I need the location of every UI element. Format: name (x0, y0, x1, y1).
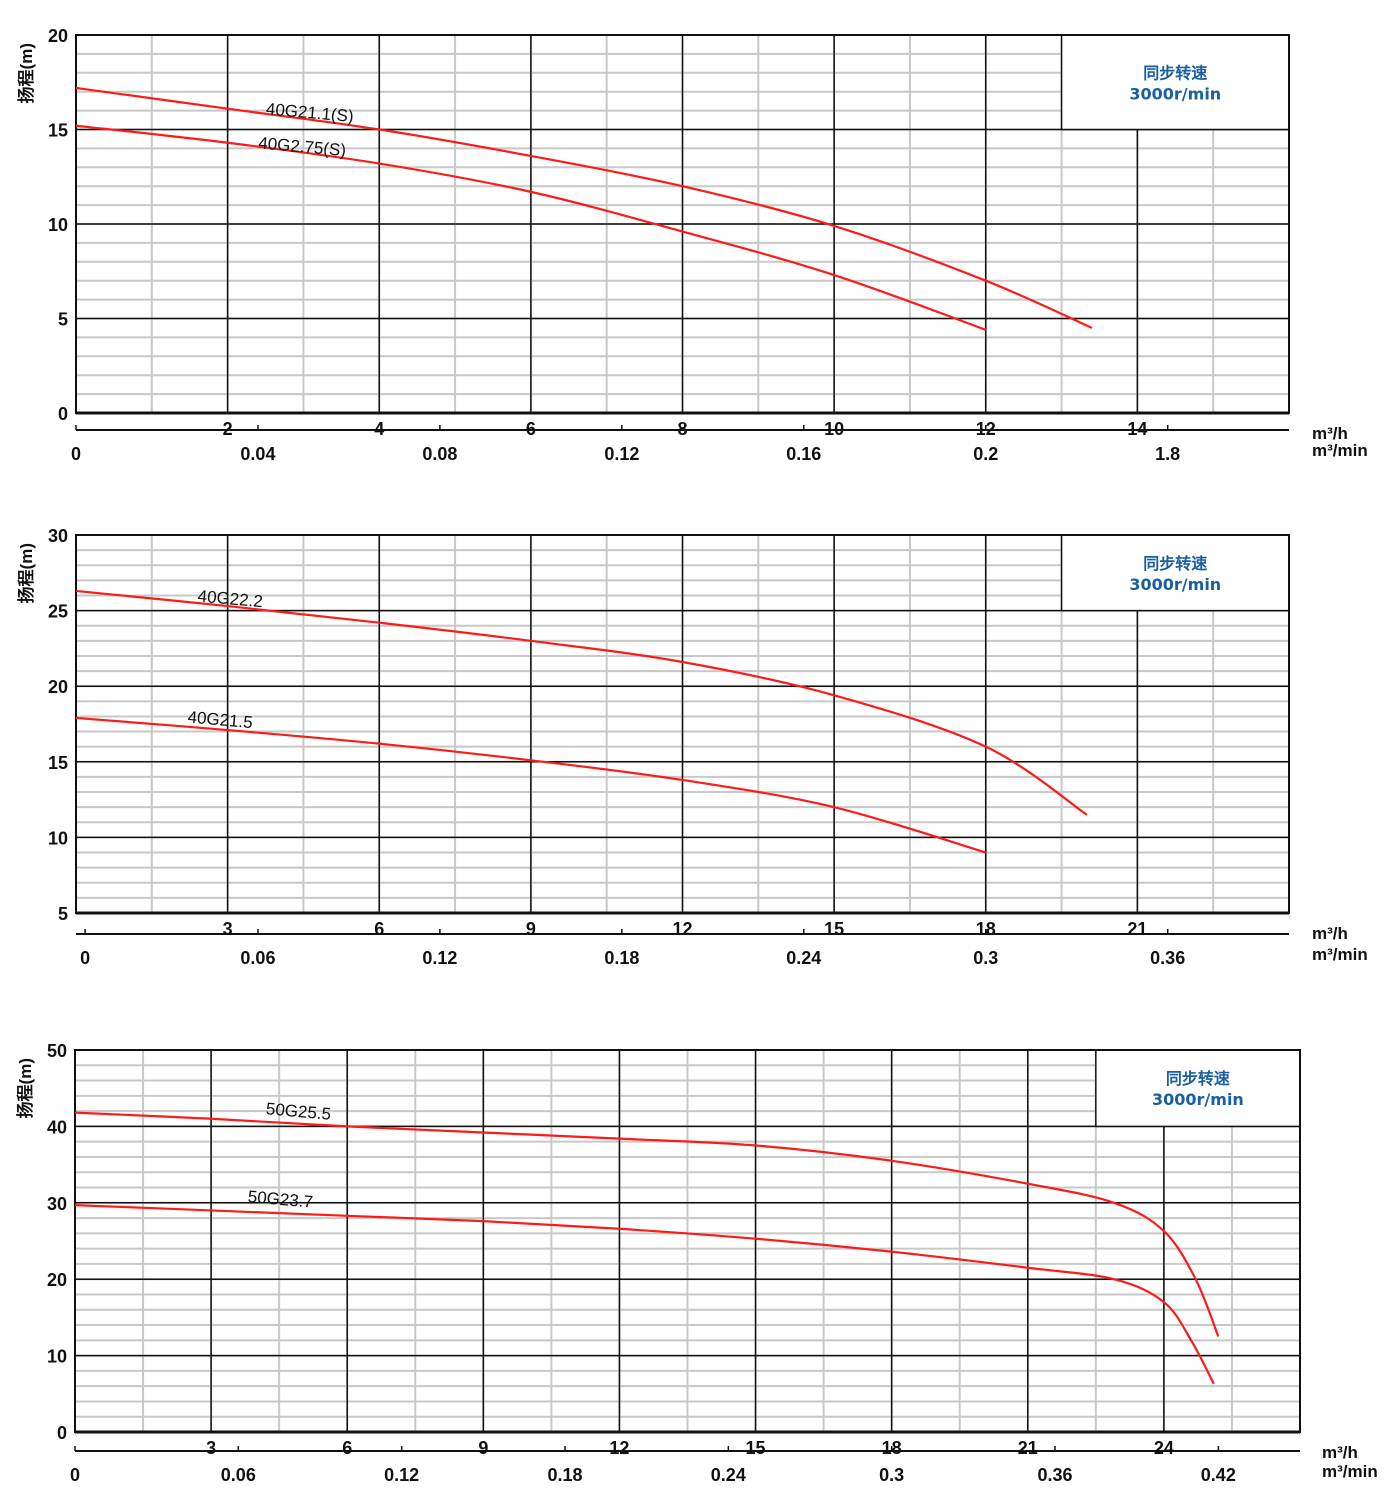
curve-label: 40G22.2 (197, 587, 264, 612)
curve-40g2.75s (75, 124, 987, 331)
speed-legend-box (1095, 1049, 1301, 1128)
y-tick-label: 5 (58, 904, 68, 924)
x-tick-label: 9 (526, 919, 536, 939)
y-axis-label: 扬程(m) (16, 43, 36, 103)
y-tick-label: 40 (47, 1117, 67, 1137)
y-tick-label: 15 (48, 121, 68, 141)
curve-50g25.5 (74, 1111, 1220, 1337)
curve-40g22.2 (75, 589, 1088, 816)
x-tick-label: 24 (1154, 1438, 1174, 1458)
curve-50g23.7 (74, 1203, 1215, 1385)
chart-1: 同步转速3000r/min05101520扬程(m)2468101214m³/h… (16, 26, 1368, 464)
secondary-x-unit-label: m³/min (1312, 441, 1368, 460)
x-tick-label: 21 (1018, 1438, 1038, 1458)
y-tick-label: 20 (48, 677, 68, 697)
secondary-x-tick-label: 0.24 (711, 1465, 746, 1485)
secondary-x-tick-label: 0.18 (547, 1465, 582, 1485)
y-tick-label: 5 (58, 310, 68, 330)
curve-label: 50G23.7 (247, 1187, 314, 1212)
secondary-x-tick-label: 0.36 (1150, 948, 1185, 968)
x-tick-label: 15 (746, 1438, 766, 1458)
y-tick-label: 10 (48, 215, 68, 235)
y-tick-label: 20 (48, 26, 68, 46)
x-tick-label: 9 (478, 1438, 488, 1458)
x-tick-label: 6 (342, 1438, 352, 1458)
secondary-x-tick-label: 0.06 (240, 948, 275, 968)
x-tick-label: 21 (1127, 919, 1147, 939)
speed-legend-value: 3000r/min (1152, 1090, 1244, 1109)
x-tick-label: 12 (609, 1438, 629, 1458)
secondary-x-tick-label: 0.24 (786, 948, 821, 968)
speed-legend-title: 同步转速 (1166, 1069, 1230, 1088)
secondary-x-tick-label: 1.8 (1155, 444, 1180, 464)
y-tick-label: 10 (48, 828, 68, 848)
speed-legend-title: 同步转速 (1143, 554, 1207, 573)
secondary-x-tick-label: 0.18 (604, 948, 639, 968)
x-unit-label: m³/h (1322, 1443, 1358, 1462)
y-tick-label: 0 (58, 404, 68, 424)
secondary-x-tick-label: 0.3 (879, 1465, 904, 1485)
x-tick-label: 3 (206, 1438, 216, 1458)
secondary-x-tick-label: 0 (70, 1465, 80, 1485)
secondary-x-tick-label: 0.2 (973, 444, 998, 464)
y-axis-label: 扬程(m) (15, 1058, 35, 1118)
speed-legend-box (1060, 34, 1290, 131)
secondary-x-tick-label: 0.04 (240, 444, 275, 464)
x-tick-label: 6 (374, 919, 384, 939)
speed-legend-box (1060, 534, 1290, 612)
curve-40g21.5 (75, 716, 987, 854)
speed-legend-value: 3000r/min (1129, 575, 1221, 594)
speed-legend-title: 同步转速 (1143, 63, 1207, 82)
secondary-x-unit-label: m³/min (1312, 945, 1368, 964)
curve-label: 40G21.1(S) (265, 99, 354, 126)
secondary-x-tick-label: 0.12 (422, 948, 457, 968)
curve-label: 50G25.5 (265, 1099, 332, 1124)
secondary-x-tick-label: 0.16 (786, 444, 821, 464)
secondary-x-tick-label: 0.12 (384, 1465, 419, 1485)
secondary-x-tick-label: 0.12 (604, 444, 639, 464)
curve-label: 40G2.75(S) (258, 133, 347, 160)
y-tick-label: 50 (47, 1041, 67, 1061)
secondary-x-unit-label: m³/min (1322, 1462, 1378, 1481)
x-unit-label: m³/h (1312, 924, 1348, 943)
speed-legend-value: 3000r/min (1129, 84, 1221, 103)
y-tick-label: 15 (48, 753, 68, 773)
y-tick-label: 25 (48, 602, 68, 622)
y-tick-label: 0 (57, 1423, 67, 1443)
secondary-x-tick-label: 0 (71, 444, 81, 464)
y-axis-label: 扬程(m) (16, 543, 36, 603)
secondary-x-tick-label: 0.3 (973, 948, 998, 968)
y-tick-label: 30 (47, 1194, 67, 1214)
secondary-x-tick-label: 0.06 (221, 1465, 256, 1485)
secondary-x-tick-label: 0.42 (1201, 1465, 1236, 1485)
secondary-x-tick-label: 0 (80, 948, 90, 968)
x-tick-label: 3 (223, 919, 233, 939)
x-tick-label: 12 (672, 919, 692, 939)
y-tick-label: 10 (47, 1347, 67, 1367)
y-tick-label: 20 (47, 1270, 67, 1290)
x-unit-label: m³/h (1312, 424, 1348, 443)
curve-40g21.1s (75, 86, 1093, 329)
secondary-x-tick-label: 0.36 (1037, 1465, 1072, 1485)
secondary-x-tick-label: 0.08 (422, 444, 457, 464)
y-tick-label: 30 (48, 526, 68, 546)
x-tick-label: 15 (824, 919, 844, 939)
